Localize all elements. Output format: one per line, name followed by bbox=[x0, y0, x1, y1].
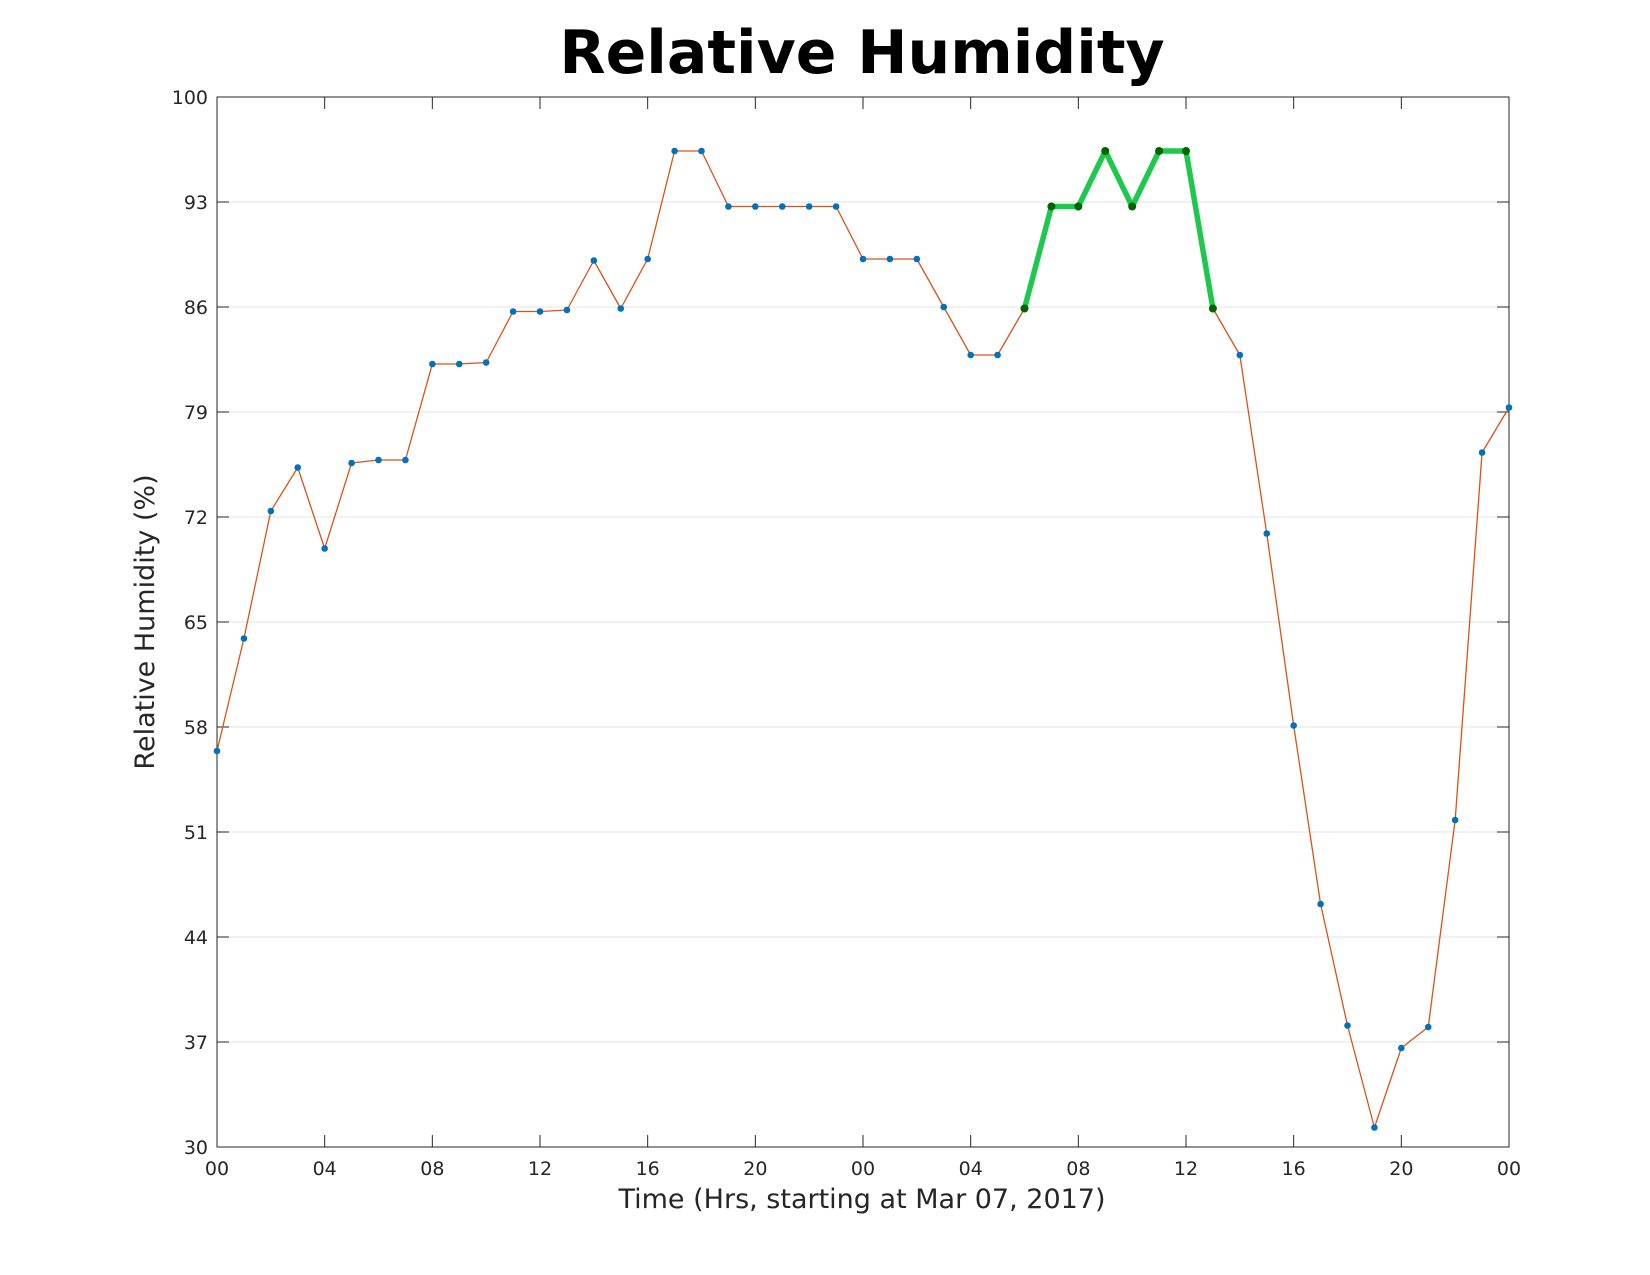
data-point bbox=[994, 351, 1001, 359]
highlight-data-point bbox=[1182, 147, 1190, 155]
data-point bbox=[240, 635, 248, 642]
data-point bbox=[536, 308, 544, 315]
data-point bbox=[725, 203, 732, 210]
y-tick-label: 37 bbox=[184, 1032, 208, 1054]
data-point bbox=[752, 203, 759, 210]
highlight-data-point bbox=[1047, 202, 1056, 211]
data-point bbox=[429, 360, 436, 368]
data-point bbox=[1317, 900, 1324, 908]
highlight-data-point bbox=[1208, 304, 1217, 313]
data-point bbox=[267, 507, 275, 515]
x-tick-label: 20 bbox=[743, 1158, 767, 1180]
data-point bbox=[321, 545, 328, 552]
axis-ticks bbox=[216, 96, 1510, 1148]
data-point bbox=[1290, 722, 1297, 729]
y-tick-labels: 30 37 44 51 58 65 72 79 86 93 100 bbox=[172, 87, 208, 1159]
data-point bbox=[832, 203, 840, 210]
highlight-line-path bbox=[1021, 148, 1216, 310]
data-point bbox=[213, 747, 221, 755]
series-line-path bbox=[216, 150, 1510, 1129]
x-tick-label: 16 bbox=[636, 1158, 660, 1180]
data-point bbox=[644, 255, 651, 263]
x-tick-label: 12 bbox=[1174, 1158, 1198, 1180]
highlight-segment bbox=[1021, 148, 1216, 310]
grid-lines bbox=[217, 96, 1509, 1148]
data-point bbox=[671, 147, 678, 155]
y-tick-label: 86 bbox=[184, 297, 208, 319]
data-point bbox=[967, 351, 974, 359]
data-point bbox=[859, 255, 867, 263]
data-point bbox=[698, 147, 705, 155]
data-point bbox=[1398, 1044, 1405, 1052]
y-axis-label: Relative Humidity (%) bbox=[130, 474, 161, 769]
data-point bbox=[886, 255, 894, 263]
x-tick-label: 08 bbox=[1066, 1158, 1090, 1180]
data-point bbox=[402, 456, 409, 464]
chart-title: Relative Humidity bbox=[559, 18, 1164, 88]
y-tick-label: 65 bbox=[184, 612, 208, 634]
data-point bbox=[1451, 816, 1459, 824]
series-line bbox=[216, 150, 1510, 1129]
y-tick-label: 93 bbox=[184, 192, 208, 214]
data-point bbox=[1236, 351, 1244, 359]
data-point bbox=[1263, 530, 1271, 537]
data-point bbox=[805, 203, 813, 210]
x-tick-label: 12 bbox=[528, 1158, 552, 1180]
x-axis-label: Time (Hrs, starting at Mar 07, 2017) bbox=[617, 1184, 1105, 1215]
data-point bbox=[1505, 404, 1513, 411]
x-tick-label: 04 bbox=[313, 1158, 337, 1180]
x-tick-label: 00 bbox=[1497, 1158, 1521, 1180]
y-tick-label: 30 bbox=[184, 1137, 208, 1159]
data-point bbox=[778, 203, 786, 210]
data-point bbox=[375, 456, 382, 464]
data-point bbox=[1371, 1124, 1378, 1131]
y-tick-label: 44 bbox=[184, 927, 208, 949]
y-tick-label: 58 bbox=[184, 717, 208, 739]
data-point bbox=[1344, 1022, 1351, 1029]
data-point bbox=[617, 305, 625, 312]
x-tick-labels: 00 04 08 12 16 20 00 04 08 12 16 20 00 bbox=[205, 1158, 1521, 1180]
data-point bbox=[1478, 449, 1486, 456]
data-point bbox=[455, 360, 463, 368]
data-point bbox=[913, 255, 921, 263]
highlight-data-point bbox=[1128, 202, 1137, 211]
highlight-data-point bbox=[1074, 202, 1083, 211]
data-point bbox=[1424, 1023, 1432, 1031]
x-tick-label: 08 bbox=[420, 1158, 444, 1180]
y-tick-label: 51 bbox=[184, 822, 208, 844]
x-tick-label: 00 bbox=[851, 1158, 875, 1180]
data-point bbox=[294, 464, 302, 471]
data-point bbox=[940, 303, 948, 311]
data-point bbox=[482, 359, 490, 366]
y-tick-label: 79 bbox=[184, 402, 208, 424]
highlight-data-point bbox=[1020, 304, 1029, 313]
x-tick-label: 16 bbox=[1282, 1158, 1306, 1180]
highlight-data-point bbox=[1101, 147, 1110, 155]
data-point bbox=[563, 306, 571, 314]
data-point bbox=[590, 257, 598, 264]
x-tick-label: 04 bbox=[959, 1158, 983, 1180]
x-tick-label: 20 bbox=[1389, 1158, 1413, 1180]
data-point bbox=[509, 308, 517, 315]
highlight-data-point bbox=[1155, 147, 1164, 155]
data-point bbox=[348, 459, 355, 467]
data-markers bbox=[213, 147, 1513, 1131]
y-tick-label: 100 bbox=[172, 87, 208, 109]
y-tick-label: 72 bbox=[184, 507, 208, 529]
x-tick-label: 00 bbox=[205, 1158, 229, 1180]
